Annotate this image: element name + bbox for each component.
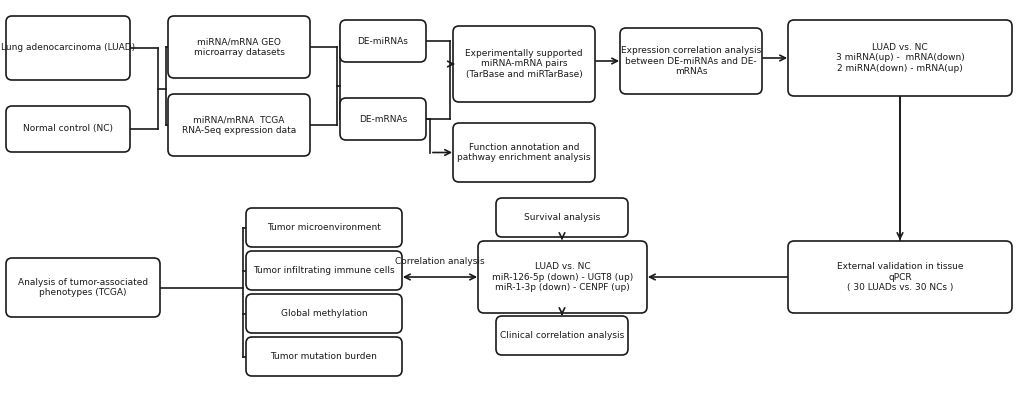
- FancyBboxPatch shape: [6, 106, 129, 152]
- Text: Analysis of tumor-associated
phenotypes (TCGA): Analysis of tumor-associated phenotypes …: [18, 278, 148, 297]
- Text: Correlation analysis: Correlation analysis: [394, 256, 484, 266]
- FancyBboxPatch shape: [788, 241, 1011, 313]
- FancyBboxPatch shape: [478, 241, 646, 313]
- Text: Tumor infiltrating immune cells: Tumor infiltrating immune cells: [253, 266, 394, 275]
- Text: Lung adenocarcinoma (LUAD): Lung adenocarcinoma (LUAD): [1, 44, 135, 52]
- Text: Experimentally supported
miRNA-mRNA pairs
(TarBase and miRTarBase): Experimentally supported miRNA-mRNA pair…: [465, 49, 582, 79]
- FancyBboxPatch shape: [339, 20, 426, 62]
- FancyBboxPatch shape: [168, 16, 310, 78]
- Text: DE-mRNAs: DE-mRNAs: [359, 114, 407, 123]
- FancyBboxPatch shape: [339, 98, 426, 140]
- Text: Function annotation and
pathway enrichment analysis: Function annotation and pathway enrichme…: [457, 143, 590, 162]
- Text: Global methylation: Global methylation: [280, 309, 367, 318]
- Text: Expression correlation analysis
between DE-miRNAs and DE-
mRNAs: Expression correlation analysis between …: [621, 46, 760, 76]
- FancyBboxPatch shape: [246, 337, 401, 376]
- Text: miRNA/mRNA  TCGA
RNA-Seq expression data: miRNA/mRNA TCGA RNA-Seq expression data: [181, 115, 296, 135]
- FancyBboxPatch shape: [246, 251, 401, 290]
- FancyBboxPatch shape: [495, 198, 628, 237]
- FancyBboxPatch shape: [246, 208, 401, 247]
- Text: LUAD vs. NC
3 miRNA(up) -  mRNA(down)
2 miRNA(down) - mRNA(up): LUAD vs. NC 3 miRNA(up) - mRNA(down) 2 m…: [835, 43, 963, 73]
- Text: Normal control (NC): Normal control (NC): [23, 125, 113, 133]
- FancyBboxPatch shape: [452, 123, 594, 182]
- FancyBboxPatch shape: [6, 258, 160, 317]
- Text: Survival analysis: Survival analysis: [524, 213, 599, 222]
- Text: LUAD vs. NC
miR-126-5p (down) - UGT8 (up)
miR-1-3p (down) - CENPF (up): LUAD vs. NC miR-126-5p (down) - UGT8 (up…: [491, 262, 633, 292]
- Text: Tumor mutation burden: Tumor mutation burden: [270, 352, 377, 361]
- FancyBboxPatch shape: [452, 26, 594, 102]
- Text: DE-miRNAs: DE-miRNAs: [358, 37, 408, 46]
- FancyBboxPatch shape: [6, 16, 129, 80]
- Text: Tumor microenvironment: Tumor microenvironment: [267, 223, 380, 232]
- FancyBboxPatch shape: [620, 28, 761, 94]
- FancyBboxPatch shape: [168, 94, 310, 156]
- FancyBboxPatch shape: [246, 294, 401, 333]
- Text: Clinical correlation analysis: Clinical correlation analysis: [499, 331, 624, 340]
- Text: miRNA/mRNA GEO
microarray datasets: miRNA/mRNA GEO microarray datasets: [194, 37, 284, 57]
- FancyBboxPatch shape: [788, 20, 1011, 96]
- Text: External validation in tissue
qPCR
( 30 LUADs vs. 30 NCs ): External validation in tissue qPCR ( 30 …: [836, 262, 962, 292]
- FancyBboxPatch shape: [495, 316, 628, 355]
